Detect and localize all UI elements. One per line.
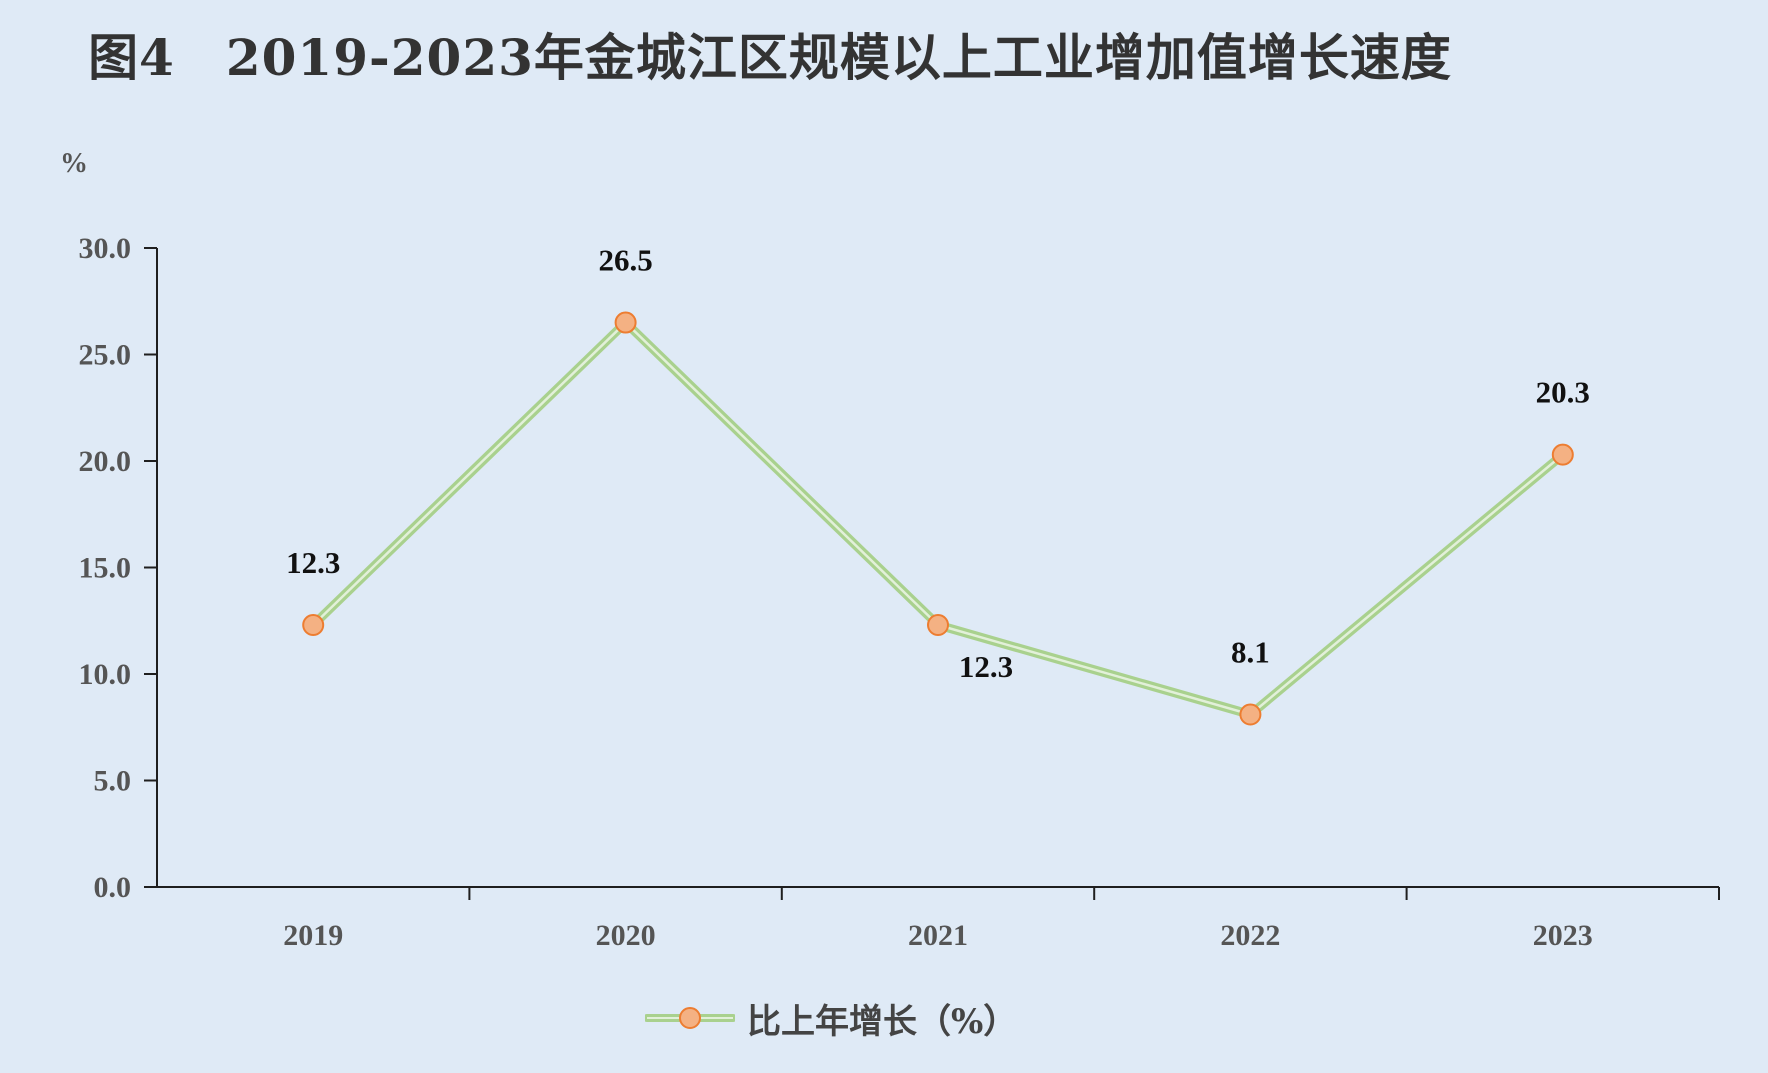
legend: 比上年增长（%） <box>645 993 1017 1043</box>
data-point-marker <box>1551 443 1574 466</box>
y-tick-label: 10.0 <box>79 658 132 691</box>
data-point-marker <box>302 614 325 637</box>
series-line <box>310 316 1566 720</box>
legend-label: 比上年增长（%） <box>747 1001 1018 1042</box>
x-tick-label: 2022 <box>1220 919 1280 952</box>
series-line-outer <box>310 316 1566 720</box>
y-axis-unit-label: % <box>60 148 88 179</box>
data-label: 20.3 <box>1536 375 1590 410</box>
series-markers <box>302 311 1574 726</box>
y-tick-label: 20.0 <box>79 445 132 478</box>
axes <box>156 248 1719 888</box>
x-tick-label: 2020 <box>596 919 656 952</box>
x-axis-ticks: 2019 2020 2021 2022 2023 <box>283 887 1720 952</box>
data-label: 26.5 <box>598 243 652 278</box>
series-line-inner <box>312 320 1564 716</box>
y-tick-label: 15.0 <box>79 552 132 585</box>
data-point-marker <box>927 614 949 637</box>
x-tick-label: 2019 <box>283 919 343 952</box>
data-label: 12.3 <box>286 545 340 580</box>
y-tick-label: 5.0 <box>94 765 132 798</box>
y-tick-label: 30.0 <box>79 232 132 265</box>
data-label: 12.3 <box>959 649 1013 684</box>
data-point-marker <box>614 311 637 334</box>
y-tick-label: 0.0 <box>94 871 132 904</box>
y-axis-ticks: 0.0 5.0 10.0 15.0 20.0 25.0 30.0 <box>79 232 157 904</box>
x-tick-label: 2023 <box>1533 919 1593 952</box>
data-point-marker <box>1239 703 1262 726</box>
legend-line-marker-icon <box>645 1007 735 1029</box>
x-tick-label: 2021 <box>908 919 968 952</box>
chart-title: 图4 2019-2023年金城江区规模以上工业增加值增长速度 <box>88 28 1452 87</box>
data-labels: 12.3 26.5 12.3 8.1 20.3 <box>286 243 1590 684</box>
data-label: 8.1 <box>1231 634 1270 669</box>
y-tick-label: 25.0 <box>79 339 132 372</box>
